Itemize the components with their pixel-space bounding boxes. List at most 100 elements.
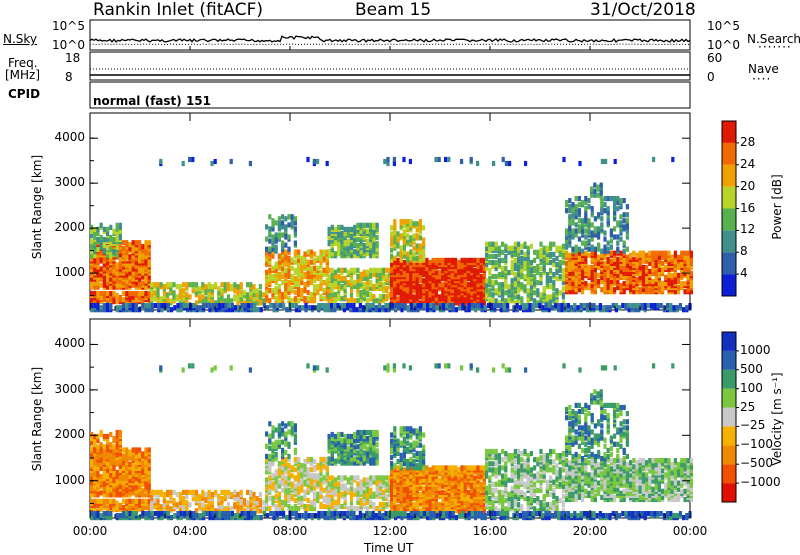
power-cell: [632, 251, 635, 256]
power-cell: [112, 249, 115, 254]
power-cell: [268, 247, 271, 252]
velocity-cell: [204, 492, 207, 497]
power-cell: [250, 303, 253, 308]
power-cell: [378, 303, 381, 308]
power-cell: [683, 289, 686, 294]
power-cell: [256, 288, 259, 293]
power-cell: [584, 234, 587, 239]
velocity-cell: [192, 490, 195, 495]
power-cell: [645, 253, 648, 258]
power-cell: [353, 249, 356, 254]
power-cell: [240, 303, 243, 308]
velocity-cell: [265, 454, 268, 459]
power-cell: [334, 227, 337, 232]
power-cell: [96, 291, 99, 296]
velocity-cell: [275, 440, 278, 445]
power-cell: [268, 298, 271, 303]
power-cell: [390, 254, 393, 259]
power-cell: [568, 214, 571, 219]
power-cell: [476, 161, 479, 166]
power-cell: [616, 220, 619, 225]
power-cell: [597, 279, 600, 284]
power-cell: [412, 246, 415, 251]
power-cell: [376, 235, 379, 240]
power-cell: [153, 290, 156, 295]
power-cell: [404, 303, 407, 308]
power-cell: [631, 303, 634, 308]
power-cell: [501, 266, 504, 271]
velocity-cell: [122, 454, 125, 459]
power-cell: [394, 303, 397, 308]
power-cell: [103, 227, 106, 232]
power-cell: [316, 256, 319, 261]
power-cell: [416, 303, 419, 308]
power-cell: [460, 258, 463, 263]
velocity-cell: [220, 496, 223, 501]
power-cell: [501, 258, 504, 263]
power-cell: [626, 255, 629, 260]
power-cell: [334, 251, 337, 256]
velocity-cell: [230, 492, 233, 497]
power-cell: [180, 303, 183, 308]
power-cell: [502, 157, 505, 162]
velocity-cell: [323, 504, 326, 509]
power-cell: [448, 303, 451, 308]
power-cell: [328, 268, 331, 273]
velocity-cell: [281, 488, 284, 493]
power-cell: [122, 240, 125, 245]
power-cell: [141, 281, 144, 286]
power-cell: [319, 294, 322, 299]
velocity-cell: [287, 429, 290, 434]
velocity-cell: [291, 481, 294, 486]
power-cell: [336, 303, 339, 308]
power-cell: [493, 303, 496, 308]
power-cell: [344, 268, 347, 273]
power-cell: [480, 258, 483, 263]
power-cell: [279, 303, 282, 308]
power-cell: [328, 227, 331, 232]
power-cell: [366, 223, 369, 228]
power-cell: [141, 244, 144, 249]
power-cell: [236, 284, 239, 289]
power-cell: [530, 244, 533, 249]
power-cell: [652, 157, 655, 162]
power-cell: [447, 157, 450, 162]
power-cell: [393, 256, 396, 261]
power-cell: [610, 251, 613, 256]
power-cell: [557, 303, 560, 308]
power-cell: [505, 161, 508, 166]
velocity-cell: [353, 432, 356, 437]
power-cell: [445, 303, 448, 308]
power-cell: [549, 252, 552, 257]
velocity-cell: [319, 457, 322, 462]
power-cell: [294, 290, 297, 295]
velocity-cell: [287, 421, 290, 426]
power-cell: [651, 279, 654, 284]
power-cell: [603, 208, 606, 213]
velocity-cell: [307, 498, 310, 503]
power-cell: [568, 198, 571, 203]
power-cell: [385, 294, 388, 299]
power-cell: [116, 223, 119, 228]
velocity-cell: [217, 494, 220, 499]
power-cell: [100, 291, 103, 296]
power-cell: [156, 282, 159, 287]
power-cell: [356, 237, 359, 242]
power-cell: [340, 296, 343, 301]
power-cell: [135, 240, 138, 245]
power-cell: [400, 233, 403, 238]
power-cell: [166, 292, 169, 297]
power-cell: [619, 220, 622, 225]
power-cell: [253, 303, 256, 308]
velocity-cell: [236, 492, 239, 497]
velocity-cell: [334, 434, 337, 439]
velocity-cell: [96, 444, 99, 449]
power-cell: [284, 268, 287, 273]
power-cell: [536, 288, 539, 293]
power-cell: [402, 157, 405, 162]
power-cell: [340, 284, 343, 289]
power-cell: [311, 305, 314, 310]
velocity-cell: [294, 448, 297, 453]
power-cell: [594, 216, 597, 221]
power-cell: [546, 246, 549, 251]
